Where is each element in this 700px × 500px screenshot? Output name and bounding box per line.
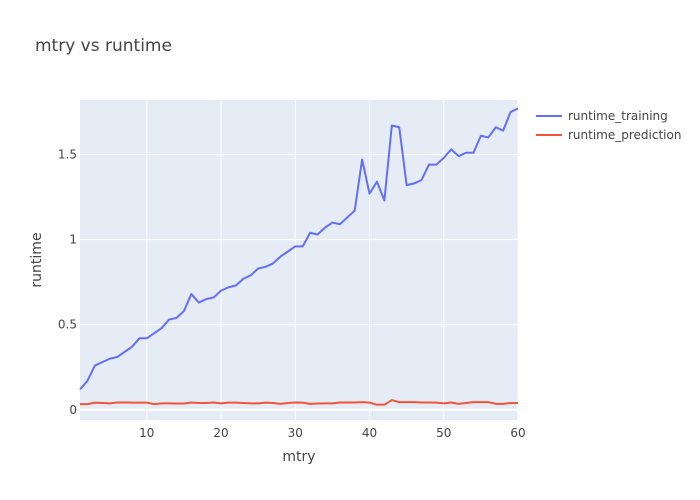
x-tick-label: 40 xyxy=(362,426,377,440)
plot-area xyxy=(80,100,518,420)
y-axis-title: runtime xyxy=(29,232,45,287)
legend-item-prediction[interactable]: runtime_prediction xyxy=(536,128,681,142)
x-tick-label: 60 xyxy=(510,426,525,440)
x-axis-ticks: 10 20 30 40 50 60 xyxy=(139,426,525,440)
x-axis-title: mtry xyxy=(282,449,315,465)
legend[interactable]: runtime_training runtime_prediction xyxy=(536,109,681,142)
chart-title: mtry vs runtime xyxy=(35,36,172,56)
legend-label-prediction: runtime_prediction xyxy=(568,128,681,142)
x-tick-label: 10 xyxy=(139,426,154,440)
legend-label-training: runtime_training xyxy=(568,109,668,123)
y-tick-label: 0.5 xyxy=(58,318,77,332)
x-tick-label: 30 xyxy=(288,426,303,440)
y-tick-label: 1.5 xyxy=(58,147,77,161)
series-lines xyxy=(79,107,519,406)
y-axis-ticks: 0 0.5 1 1.5 xyxy=(58,147,77,416)
series-line-prediction xyxy=(80,399,518,406)
series-line-training xyxy=(79,107,519,391)
x-tick-label: 50 xyxy=(436,426,451,440)
x-tick-label: 20 xyxy=(213,426,228,440)
legend-item-training[interactable]: runtime_training xyxy=(536,109,668,123)
y-tick-label: 1 xyxy=(69,233,77,247)
y-tick-label: 0 xyxy=(69,403,77,417)
grid-lines xyxy=(80,100,519,420)
